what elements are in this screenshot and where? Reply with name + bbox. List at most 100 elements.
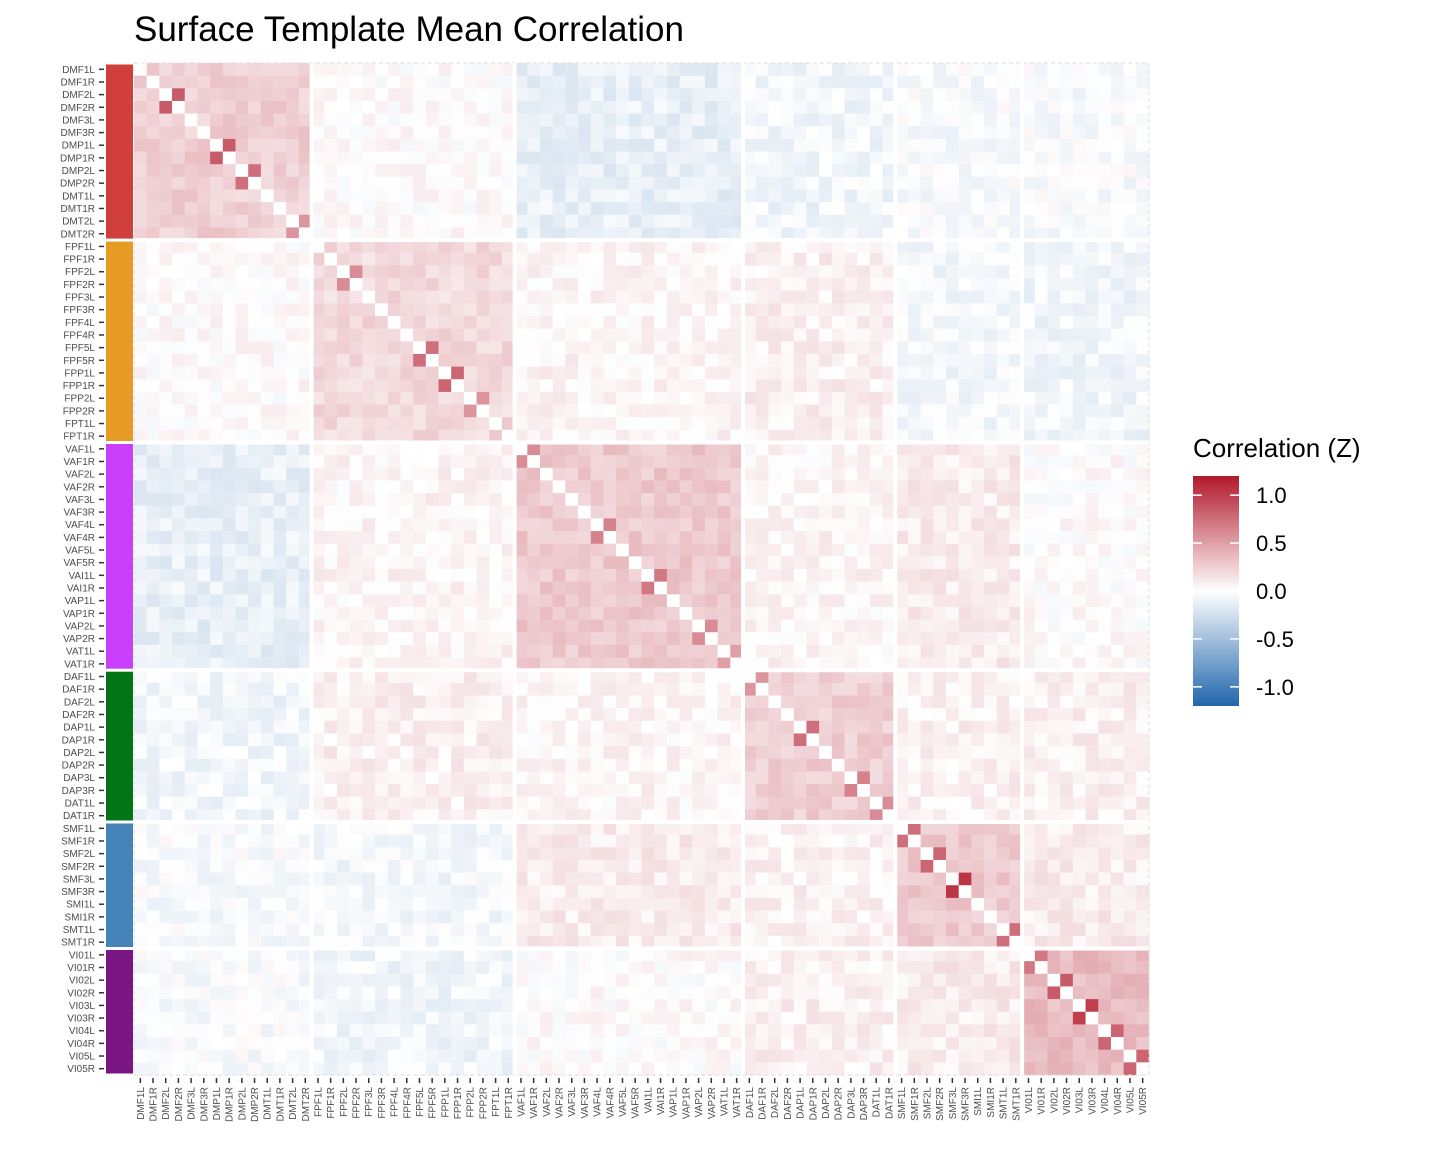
heatmap-cell (425, 644, 439, 658)
heatmap-cell (793, 290, 807, 304)
heatmap-cell (1047, 328, 1061, 342)
heatmap-cell (1009, 581, 1023, 595)
heatmap-cell (857, 480, 871, 494)
heatmap-cell (324, 214, 338, 228)
heatmap-cell (781, 252, 795, 266)
heatmap-cell (628, 100, 642, 114)
heatmap-cell (971, 758, 985, 772)
heatmap-cell (895, 632, 909, 646)
heatmap-cell (438, 518, 452, 532)
heatmap-cell (857, 391, 871, 405)
heatmap-cell (1034, 695, 1048, 709)
heatmap-cell (1123, 75, 1137, 89)
heatmap-cell (819, 493, 833, 507)
heatmap-cell (540, 189, 553, 203)
heatmap-cell (654, 708, 668, 722)
heatmap-cell (996, 708, 1010, 722)
heatmap-cell (540, 391, 553, 405)
heatmap-cell (666, 746, 680, 760)
heatmap-cell (159, 644, 173, 658)
heatmap-cell (349, 682, 363, 696)
heatmap-cell (895, 467, 909, 481)
heatmap-cell (654, 455, 668, 469)
heatmap-cell (831, 657, 845, 671)
heatmap-cell (273, 214, 287, 228)
heatmap-cell (831, 569, 845, 582)
heatmap-cell (1047, 404, 1061, 418)
heatmap-cell (1047, 63, 1061, 76)
heatmap-cell (248, 290, 262, 304)
heatmap-cell (146, 834, 160, 848)
heatmap-cell (793, 758, 807, 772)
heatmap-cell (793, 100, 807, 114)
heatmap-cell (184, 113, 198, 127)
heatmap-cell (1110, 379, 1124, 393)
heatmap-cell (730, 442, 744, 456)
heatmap-cell (1098, 100, 1112, 114)
heatmap-cell (933, 404, 947, 418)
heatmap-cell (984, 202, 998, 216)
heatmap-cell (527, 316, 541, 329)
heatmap-cell (375, 733, 389, 747)
heatmap-cell (540, 429, 553, 443)
heatmap-cell (501, 240, 515, 254)
heatmap-cell (260, 214, 274, 228)
heatmap-cell (869, 240, 883, 254)
heatmap-cell (286, 290, 300, 304)
heatmap-cell (552, 417, 566, 431)
heatmap-cell (781, 303, 795, 317)
heatmap-cell (235, 720, 249, 734)
heatmap-cell (362, 341, 376, 355)
heatmap-cell (654, 391, 668, 405)
heatmap-cell (590, 202, 604, 216)
heatmap-cell (984, 176, 998, 190)
heatmap-cell (679, 113, 693, 127)
heatmap-cell (590, 531, 604, 544)
heatmap-cell (451, 480, 465, 494)
heatmap-cell (197, 88, 211, 102)
heatmap-cell (1098, 556, 1112, 570)
heatmap-cell (1060, 518, 1074, 532)
heatmap-cell (1123, 379, 1137, 393)
heatmap-cell (375, 366, 389, 380)
heatmap-cell (387, 417, 401, 431)
heatmap-cell (362, 556, 376, 570)
heatmap-cell (286, 619, 300, 633)
heatmap-cell (907, 670, 921, 684)
heatmap-cell (222, 278, 236, 291)
heatmap-cell (1009, 682, 1023, 696)
heatmap-cell (1110, 404, 1124, 418)
heatmap-cell (451, 606, 465, 620)
heatmap-cell (984, 379, 998, 393)
heatmap-cell (793, 88, 807, 102)
heatmap-cell (463, 695, 477, 709)
heatmap-cell (362, 164, 376, 178)
heatmap-cell (946, 290, 959, 304)
heatmap-cell (1110, 417, 1124, 431)
heatmap-cell (1072, 493, 1086, 507)
heatmap-cell (184, 543, 198, 557)
heatmap-cell (1085, 379, 1099, 393)
heatmap-cell (210, 151, 224, 165)
heatmap-cell (1110, 391, 1124, 405)
heatmap-cell (184, 176, 198, 190)
heatmap-cell (324, 353, 338, 367)
heatmap-cell (235, 531, 249, 544)
heatmap-cell (375, 531, 389, 544)
heatmap-cell (819, 214, 833, 228)
heatmap-cell (210, 176, 224, 190)
heatmap-cell (527, 771, 541, 785)
heatmap-cell (1085, 189, 1099, 203)
heatmap-cell (920, 316, 934, 329)
heatmap-cell (1136, 113, 1150, 127)
heatmap-cell (844, 151, 858, 165)
heatmap-cell (159, 619, 173, 633)
heatmap-cell (831, 493, 845, 507)
heatmap-cell (907, 328, 921, 342)
heatmap-cell (222, 543, 236, 557)
heatmap-cell (603, 644, 617, 658)
heatmap-cell (1060, 543, 1074, 557)
heatmap-cell (146, 429, 160, 443)
heatmap-cell (400, 214, 414, 228)
heatmap-cell (1047, 822, 1061, 835)
